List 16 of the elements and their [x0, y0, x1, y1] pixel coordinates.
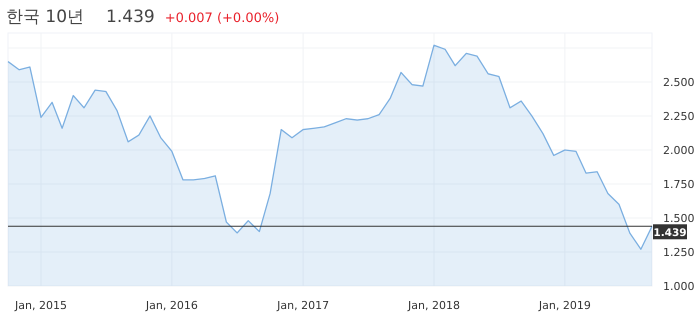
- y-tick-label: 1.250: [663, 246, 694, 259]
- text: +0.007 (+0.00%): [164, 11, 280, 26]
- y-tick-label: 2.000: [663, 144, 694, 157]
- y-tick-label: 2.500: [663, 76, 694, 89]
- y-tick-label: 1.500: [663, 212, 694, 225]
- text: 1.439: [106, 7, 155, 27]
- y-tick-label: 2.250: [663, 110, 694, 123]
- x-tick-label: Jan, 2019: [538, 299, 591, 312]
- x-tick-label: Jan, 2018: [407, 299, 460, 312]
- ref-line-label: 1.439: [653, 226, 687, 239]
- x-tick-label: Jan, 2016: [144, 299, 198, 312]
- x-tick-label: Jan, 2015: [14, 299, 67, 312]
- y-tick-label: 1.000: [663, 280, 694, 293]
- chart-title: 한국 10년: [6, 7, 84, 27]
- x-tick-label: Jan, 2017: [276, 299, 330, 312]
- y-tick-label: 1.750: [663, 178, 694, 191]
